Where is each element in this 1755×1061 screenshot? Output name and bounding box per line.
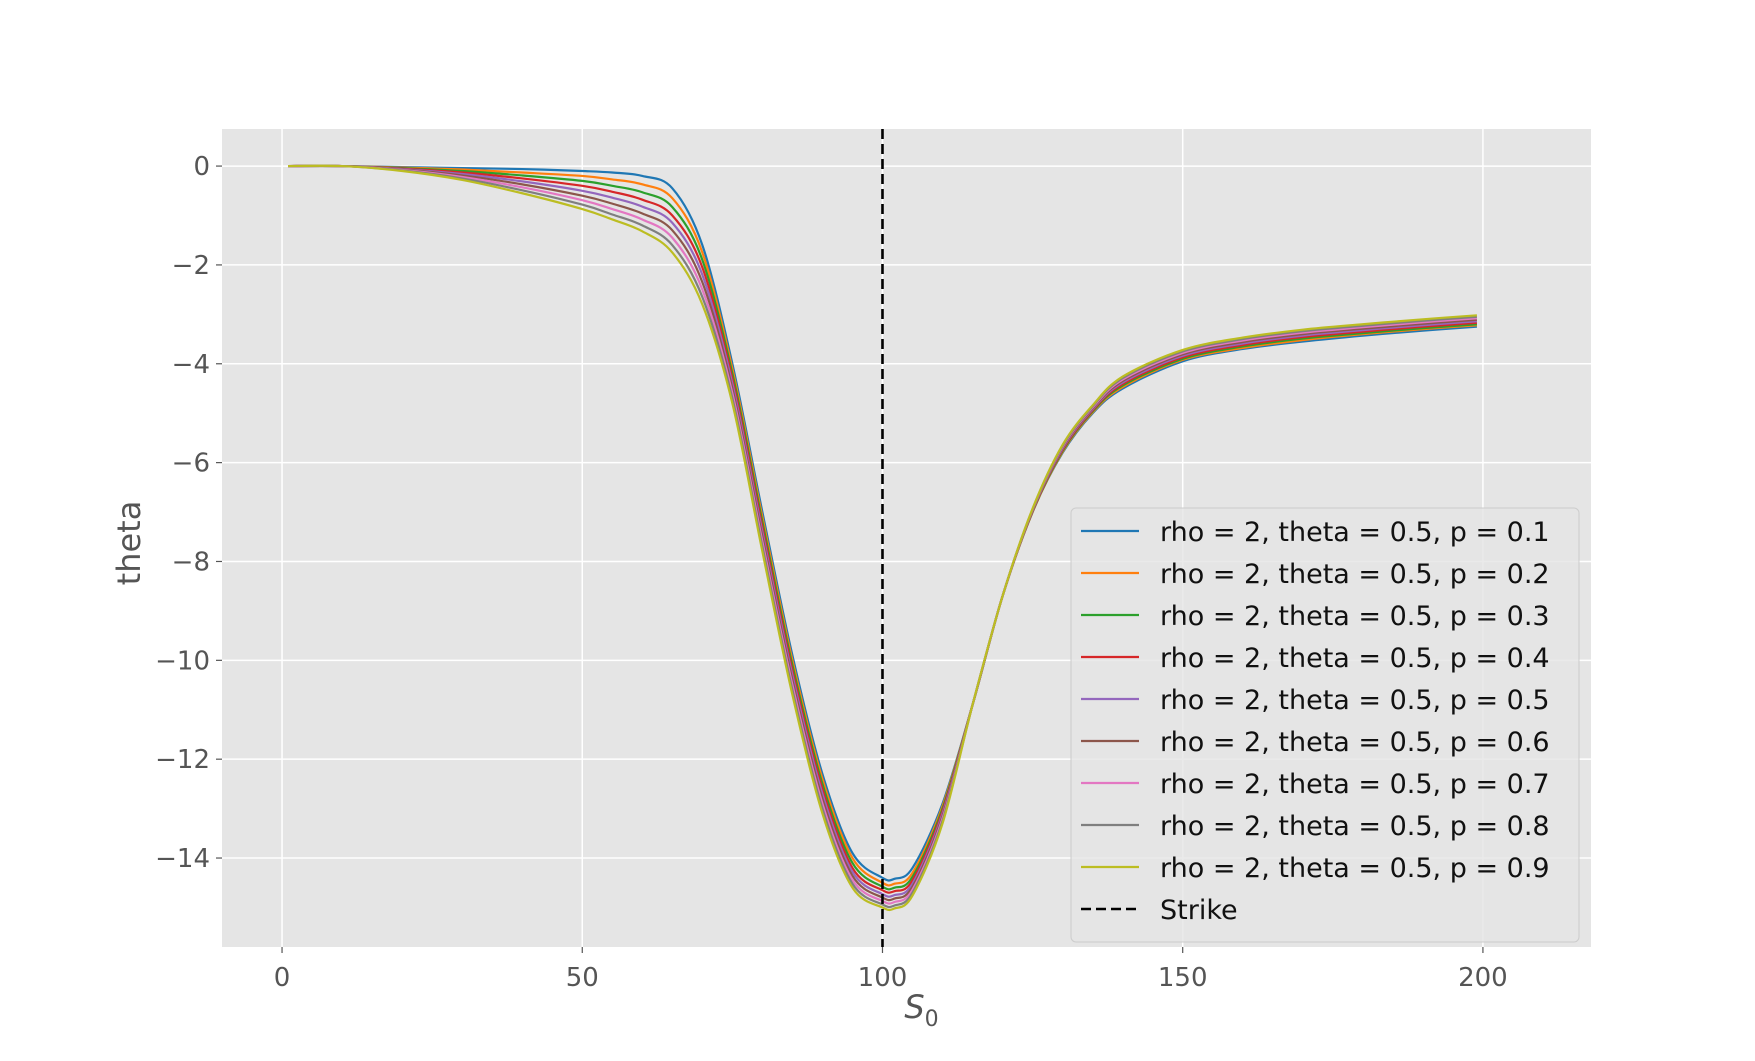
legend-label: rho = 2, theta = 0.5, p = 0.9 [1160, 853, 1550, 884]
legend-box [1070, 507, 1580, 943]
y-tick-label: −10 [155, 646, 210, 676]
y-tick-label: −4 [172, 350, 210, 380]
x-tick-label: 50 [566, 963, 599, 993]
x-tick-label: 100 [858, 963, 908, 993]
series-line-5 [288, 164, 1478, 898]
y-tick-label: −2 [172, 251, 210, 281]
x-axis-label-sub: 0 [925, 1007, 939, 1032]
series-line-8 [288, 164, 1478, 909]
x-tick-label: 150 [1158, 963, 1208, 993]
legend: rho = 2, theta = 0.5, p = 0.1 rho = 2, th… [1070, 507, 1580, 943]
x-tick-label: 200 [1458, 963, 1508, 993]
legend-label: rho = 2, theta = 0.5, p = 0.8 [1160, 811, 1550, 842]
y-tick-label: 0 [193, 152, 210, 182]
series-line-7 [288, 164, 1478, 905]
series-line-2 [288, 164, 1478, 887]
series-lines [288, 164, 1478, 912]
x-axis-label: S0 [904, 988, 938, 1032]
legend-label: Strike [1160, 895, 1238, 926]
x-axis-label-main: S [904, 988, 924, 1026]
y-tick-label: −6 [172, 449, 210, 479]
y-tick-label: −14 [155, 844, 210, 874]
series-line-6 [288, 164, 1478, 902]
legend-label: rho = 2, theta = 0.5, p = 0.7 [1160, 769, 1550, 800]
y-tick-label: −8 [172, 547, 210, 577]
legend-label: rho = 2, theta = 0.5, p = 0.2 [1160, 559, 1550, 590]
series-line-1 [288, 164, 1478, 882]
y-tick-label: −12 [155, 745, 210, 775]
axis-ticks: 0 50 100 150 200 0 −2 −4 −6 −8 −10 −12 −14 [155, 152, 1508, 993]
x-tick-label: 0 [274, 963, 291, 993]
series-line-3 [288, 164, 1478, 891]
legend-label: rho = 2, theta = 0.5, p = 0.6 [1160, 727, 1550, 758]
series-line-4 [288, 164, 1478, 894]
legend-label: rho = 2, theta = 0.5, p = 0.4 [1160, 643, 1550, 674]
y-axis-label: theta [110, 501, 148, 586]
legend-label: rho = 2, theta = 0.5, p = 0.3 [1160, 601, 1550, 632]
legend-label: rho = 2, theta = 0.5, p = 0.1 [1160, 517, 1550, 548]
legend-label: rho = 2, theta = 0.5, p = 0.5 [1160, 685, 1550, 716]
series-line-9 [288, 164, 1477, 912]
